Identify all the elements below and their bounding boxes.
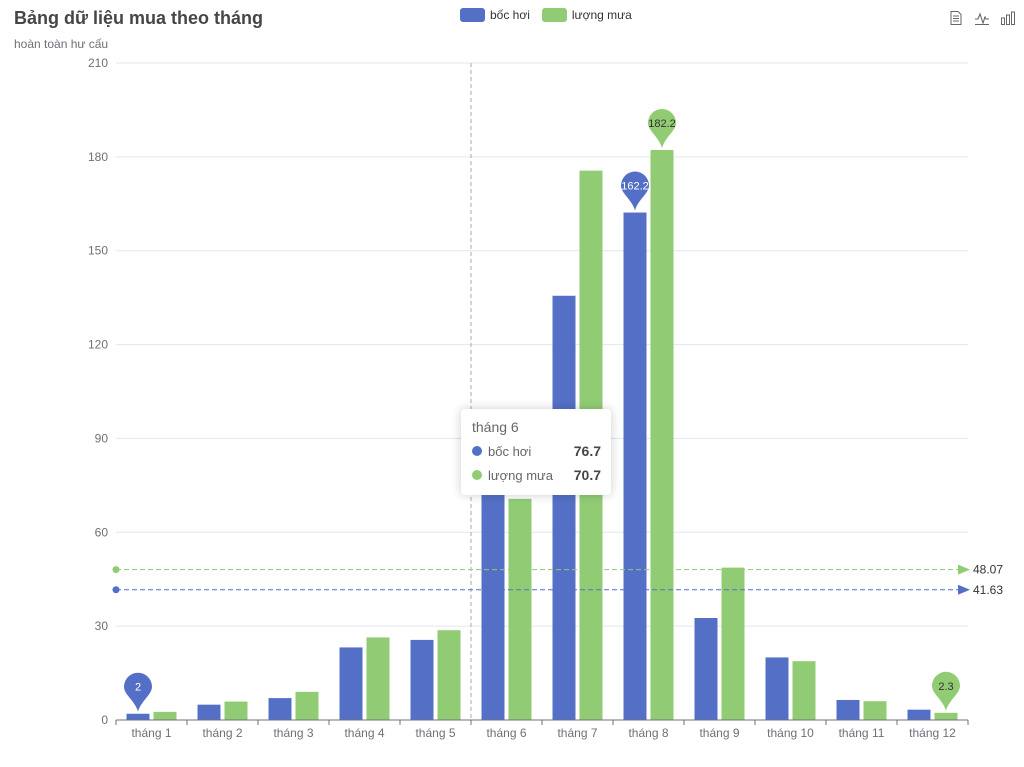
x-tick-label: tháng 2	[202, 726, 242, 740]
y-tick-label: 150	[88, 244, 108, 258]
legend-swatch-rainfall	[541, 8, 567, 22]
x-tick-label: tháng 9	[699, 726, 739, 740]
bar-evaporation	[339, 647, 363, 720]
y-tick-label: 120	[88, 338, 108, 352]
bar-evaporation	[765, 657, 789, 720]
mark-point-label: 2.3	[938, 681, 953, 693]
tooltip-dot-rainfall	[472, 470, 482, 480]
x-tick-label: tháng 1	[131, 726, 171, 740]
legend-label-rainfall: lượng mưa	[571, 8, 632, 22]
bar-rainfall	[295, 691, 319, 720]
mark-point-pin	[648, 108, 676, 148]
bar-evaporation	[410, 639, 434, 720]
bar-evaporation	[197, 704, 221, 720]
y-tick-label: 60	[95, 525, 109, 539]
y-tick-label: 0	[101, 713, 108, 727]
y-tick-label: 210	[88, 56, 108, 70]
mark-point-pin	[621, 171, 649, 211]
bar-rainfall	[792, 661, 816, 720]
legend-swatch-evaporation	[460, 8, 485, 22]
bar-evaporation	[481, 480, 505, 720]
mark-point-pin	[124, 672, 152, 712]
legend: bốc hơi lượng mưa	[460, 8, 632, 22]
x-tick-label: tháng 8	[628, 726, 668, 740]
tooltip-row: bốc hơi 76.7	[472, 439, 601, 463]
bar-evaporation	[836, 699, 860, 720]
bar-rainfall	[437, 630, 461, 720]
mark-point-label: 2	[135, 682, 141, 694]
bar-evaporation	[623, 212, 647, 720]
x-tick-label: tháng 10	[767, 726, 814, 740]
mark-line-arrow	[958, 564, 970, 575]
tooltip-value: 76.7	[573, 443, 601, 459]
y-tick-label: 90	[95, 431, 109, 445]
x-tick-label: tháng 7	[557, 726, 597, 740]
bar-evaporation	[126, 713, 150, 720]
y-tick-label: 180	[88, 150, 108, 164]
bar-rainfall	[153, 711, 177, 720]
tooltip-value: 70.7	[573, 467, 601, 483]
data-view-icon[interactable]	[948, 10, 964, 26]
bar-rainfall	[863, 701, 887, 720]
x-tick-label: tháng 12	[909, 726, 956, 740]
mark-line-label: 41.63	[973, 583, 1003, 597]
tooltip-dot-evaporation	[472, 446, 482, 456]
bar-rainfall	[934, 712, 958, 720]
x-tick-label: tháng 5	[415, 726, 455, 740]
x-tick-label: tháng 6	[486, 726, 526, 740]
bar-evaporation	[552, 295, 576, 720]
legend-item-evaporation[interactable]: bốc hơi	[460, 8, 530, 22]
bar-rainfall	[650, 149, 674, 720]
x-tick-label: tháng 4	[344, 726, 384, 740]
tooltip-row: lượng mưa 70.7	[472, 463, 601, 487]
mark-point-label: 182.2	[648, 118, 676, 130]
legend-item-rainfall[interactable]: lượng mưa	[541, 8, 632, 22]
x-tick-label: tháng 3	[273, 726, 313, 740]
bar-rainfall	[508, 498, 532, 720]
bar-chart-icon[interactable]	[1000, 10, 1016, 26]
bar-rainfall	[224, 701, 248, 720]
tooltip-title: tháng 6	[472, 419, 519, 435]
line-chart-icon[interactable]	[974, 10, 990, 26]
tooltip-name: bốc hơi	[488, 443, 532, 459]
toolbox	[948, 10, 1016, 26]
chart-subtitle: hoàn toàn hư cấu	[14, 37, 109, 51]
x-tick-label: tháng 11	[839, 726, 885, 740]
bar-rainfall	[721, 567, 745, 720]
mark-line-arrow	[958, 584, 970, 595]
bar-evaporation	[268, 698, 292, 720]
tooltip-name: lượng mưa	[488, 467, 553, 483]
mark-point-label: 162.2	[621, 181, 649, 193]
bar-evaporation	[694, 618, 718, 720]
tooltip: tháng 6 bốc hơi 76.7 lượng mưa 70.7	[461, 409, 611, 495]
mark-line-label: 48.07	[973, 563, 1003, 577]
mark-point-pin	[932, 671, 960, 711]
chart-title: Bảng dữ liệu mua theo tháng	[14, 8, 264, 28]
legend-label-evaporation: bốc hơi	[490, 8, 530, 22]
y-tick-label: 30	[95, 619, 109, 633]
bar-evaporation	[907, 709, 931, 720]
bar-rainfall	[366, 637, 390, 720]
